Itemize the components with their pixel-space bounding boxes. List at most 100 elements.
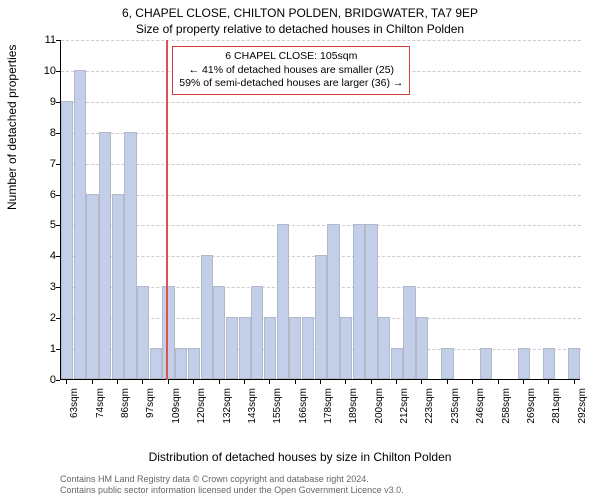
x-tick-mark: [269, 380, 270, 384]
x-tick-label: 143sqm: [247, 388, 258, 448]
x-tick-label: 178sqm: [323, 388, 334, 448]
y-tick-mark: [56, 225, 60, 226]
histogram-bar: [403, 286, 415, 379]
y-tick-mark: [56, 380, 60, 381]
histogram-bar: [112, 194, 124, 379]
y-tick-mark: [56, 102, 60, 103]
x-axis-label: Distribution of detached houses by size …: [0, 450, 600, 464]
grid-line: [61, 102, 581, 103]
x-tick-mark: [574, 380, 575, 384]
histogram-bar: [137, 286, 149, 379]
x-tick-mark: [548, 380, 549, 384]
y-tick-label: 0: [38, 374, 56, 386]
histogram-bar: [61, 101, 73, 379]
histogram-bar: [124, 132, 136, 379]
histogram-bar: [213, 286, 225, 379]
x-tick-label: 74sqm: [95, 388, 106, 448]
x-tick-label: 246sqm: [475, 388, 486, 448]
histogram-bar: [391, 348, 403, 379]
histogram-bar: [289, 317, 301, 379]
y-tick-label: 10: [38, 65, 56, 77]
y-tick-label: 1: [38, 343, 56, 355]
x-tick-label: 132sqm: [222, 388, 233, 448]
x-tick-mark: [371, 380, 372, 384]
footer-line1: Contains HM Land Registry data © Crown c…: [60, 474, 404, 485]
histogram-bar: [441, 348, 453, 379]
x-tick-label: 235sqm: [450, 388, 461, 448]
y-tick-label: 5: [38, 219, 56, 231]
x-tick-mark: [498, 380, 499, 384]
grid-line: [61, 195, 581, 196]
y-tick-label: 2: [38, 312, 56, 324]
histogram-bar: [365, 224, 377, 379]
histogram-bar: [378, 317, 390, 379]
y-tick-mark: [56, 195, 60, 196]
x-tick-label: 212sqm: [399, 388, 410, 448]
y-tick-mark: [56, 318, 60, 319]
histogram-bar: [353, 224, 365, 379]
x-tick-mark: [92, 380, 93, 384]
histogram-bar: [518, 348, 530, 379]
histogram-bar: [226, 317, 238, 379]
annotation-line3: 59% of semi-detached houses are larger (…: [179, 77, 403, 91]
x-tick-mark: [219, 380, 220, 384]
y-tick-mark: [56, 133, 60, 134]
x-tick-label: 166sqm: [298, 388, 309, 448]
y-tick-label: 7: [38, 158, 56, 170]
y-axis-label: Number of detached properties: [5, 45, 19, 210]
y-tick-mark: [56, 40, 60, 41]
histogram-bar: [315, 255, 327, 379]
histogram-bar: [340, 317, 352, 379]
chart-title-address: 6, CHAPEL CLOSE, CHILTON POLDEN, BRIDGWA…: [0, 6, 600, 20]
x-tick-mark: [142, 380, 143, 384]
histogram-bar: [188, 348, 200, 379]
x-tick-label: 63sqm: [69, 388, 80, 448]
x-tick-mark: [447, 380, 448, 384]
y-tick-label: 8: [38, 127, 56, 139]
histogram-bar: [86, 194, 98, 379]
x-tick-mark: [421, 380, 422, 384]
x-tick-label: 189sqm: [348, 388, 359, 448]
histogram-bar: [327, 224, 339, 379]
x-tick-mark: [168, 380, 169, 384]
x-tick-mark: [345, 380, 346, 384]
x-tick-label: 86sqm: [120, 388, 131, 448]
y-tick-mark: [56, 164, 60, 165]
chart-title-subtitle: Size of property relative to detached ho…: [0, 22, 600, 36]
y-tick-mark: [56, 349, 60, 350]
histogram-bar: [543, 348, 555, 379]
histogram-bar: [201, 255, 213, 379]
histogram-bar: [74, 70, 86, 379]
x-tick-mark: [295, 380, 296, 384]
y-tick-mark: [56, 71, 60, 72]
y-tick-mark: [56, 256, 60, 257]
histogram-bar: [480, 348, 492, 379]
histogram-chart: 6, CHAPEL CLOSE, CHILTON POLDEN, BRIDGWA…: [0, 0, 600, 500]
histogram-bar: [175, 348, 187, 379]
histogram-bar: [264, 317, 276, 379]
histogram-bar: [150, 348, 162, 379]
x-tick-mark: [66, 380, 67, 384]
x-tick-mark: [320, 380, 321, 384]
footer-line2: Contains public sector information licen…: [60, 485, 404, 496]
y-tick-mark: [56, 287, 60, 288]
x-tick-label: 109sqm: [171, 388, 182, 448]
x-tick-label: 269sqm: [526, 388, 537, 448]
x-tick-label: 223sqm: [424, 388, 435, 448]
x-tick-mark: [523, 380, 524, 384]
histogram-bar: [416, 317, 428, 379]
annotation-box: 6 CHAPEL CLOSE: 105sqm← 41% of detached …: [172, 46, 410, 95]
y-tick-label: 9: [38, 96, 56, 108]
grid-line: [61, 225, 581, 226]
grid-line: [61, 40, 581, 41]
plot-area: 6 CHAPEL CLOSE: 105sqm← 41% of detached …: [60, 40, 580, 380]
x-tick-label: 281sqm: [551, 388, 562, 448]
histogram-bar: [302, 317, 314, 379]
chart-footer: Contains HM Land Registry data © Crown c…: [60, 474, 404, 497]
histogram-bar: [162, 286, 174, 379]
y-tick-label: 4: [38, 250, 56, 262]
grid-line: [61, 133, 581, 134]
x-tick-label: 292sqm: [577, 388, 588, 448]
annotation-line2: ← 41% of detached houses are smaller (25…: [179, 64, 403, 78]
histogram-bar: [239, 317, 251, 379]
